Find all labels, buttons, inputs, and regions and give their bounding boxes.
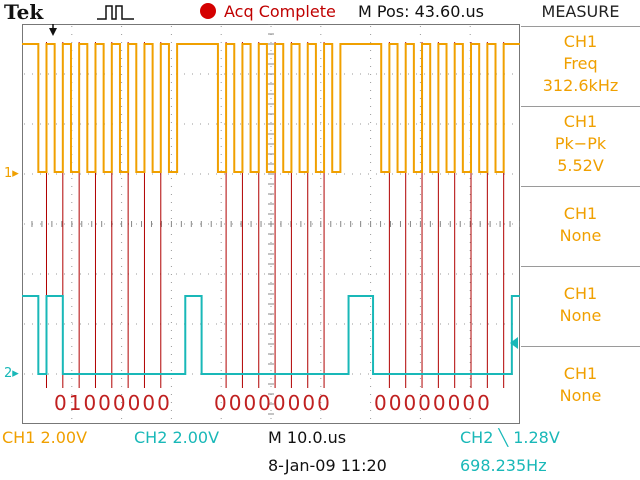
ch1-ground-marker[interactable]: 1▸: [4, 166, 19, 181]
ch2-trace: [22, 295, 520, 375]
ch1-trace: [22, 43, 520, 173]
trigger-level-icon: [510, 337, 518, 349]
measure-slot-4[interactable]: CH1 None: [521, 266, 640, 346]
brand-logo: Tek: [4, 0, 44, 24]
measure-channel: CH1: [563, 32, 598, 51]
measure-slot-3[interactable]: CH1 None: [521, 186, 640, 266]
decoded-byte: 01000000: [54, 391, 172, 415]
ch1-scale: CH1 2.00V: [2, 428, 88, 447]
decoded-byte: 00000000: [214, 391, 332, 415]
graticule: [22, 24, 520, 424]
measure-slot-1[interactable]: CH1 Freq 312.6kHz: [521, 26, 640, 106]
measure-type: Pk−Pk: [554, 134, 607, 153]
trigger-readout: CH2 ╲ 1.28V: [460, 428, 560, 447]
trigger-position-icon: [49, 28, 57, 36]
footer-readout: CH1 2.00V CH2 2.00V M 10.0.us CH2 ╲ 1.28…: [0, 426, 640, 480]
ch2-scale: CH2 2.00V: [134, 428, 220, 447]
measure-type: None: [559, 226, 602, 245]
ch2-ground-marker[interactable]: 2▸: [4, 366, 19, 381]
waveform-display[interactable]: 01000000 00000000 00000000: [22, 24, 520, 424]
decoded-byte: 00000000: [374, 391, 492, 415]
measure-value: 5.52V: [557, 156, 604, 175]
measure-channel: CH1: [563, 284, 598, 303]
acquisition-status: Acq Complete: [224, 2, 336, 21]
measure-value: 312.6kHz: [542, 76, 619, 95]
decoded-bytes: 01000000 00000000 00000000: [54, 391, 492, 415]
measure-channel: CH1: [563, 204, 598, 223]
measure-type: None: [559, 306, 602, 325]
measure-type: Freq: [563, 54, 598, 73]
time-scale: M 10.0.us: [268, 428, 347, 447]
measure-slot-5[interactable]: CH1 None: [521, 346, 640, 426]
measure-type: None: [559, 386, 602, 405]
measure-title: MEASURE: [541, 2, 620, 21]
trigger-frequency: 698.235Hz: [460, 456, 547, 475]
horizontal-position: M Pos: 43.60.us: [358, 2, 484, 21]
date-time: 8-Jan-09 11:20: [268, 456, 387, 475]
acquisition-status-icon: [200, 3, 216, 19]
pulse-icon: [97, 5, 134, 20]
measure-panel: MEASURE CH1 Freq 312.6kHz CH1 Pk−Pk 5.52…: [521, 0, 640, 426]
status-bar: Tek Acq Complete M Pos: 43.60.us: [0, 0, 520, 24]
measure-channel: CH1: [563, 112, 598, 131]
measure-slot-2[interactable]: CH1 Pk−Pk 5.52V: [521, 106, 640, 186]
measure-channel: CH1: [563, 364, 598, 383]
